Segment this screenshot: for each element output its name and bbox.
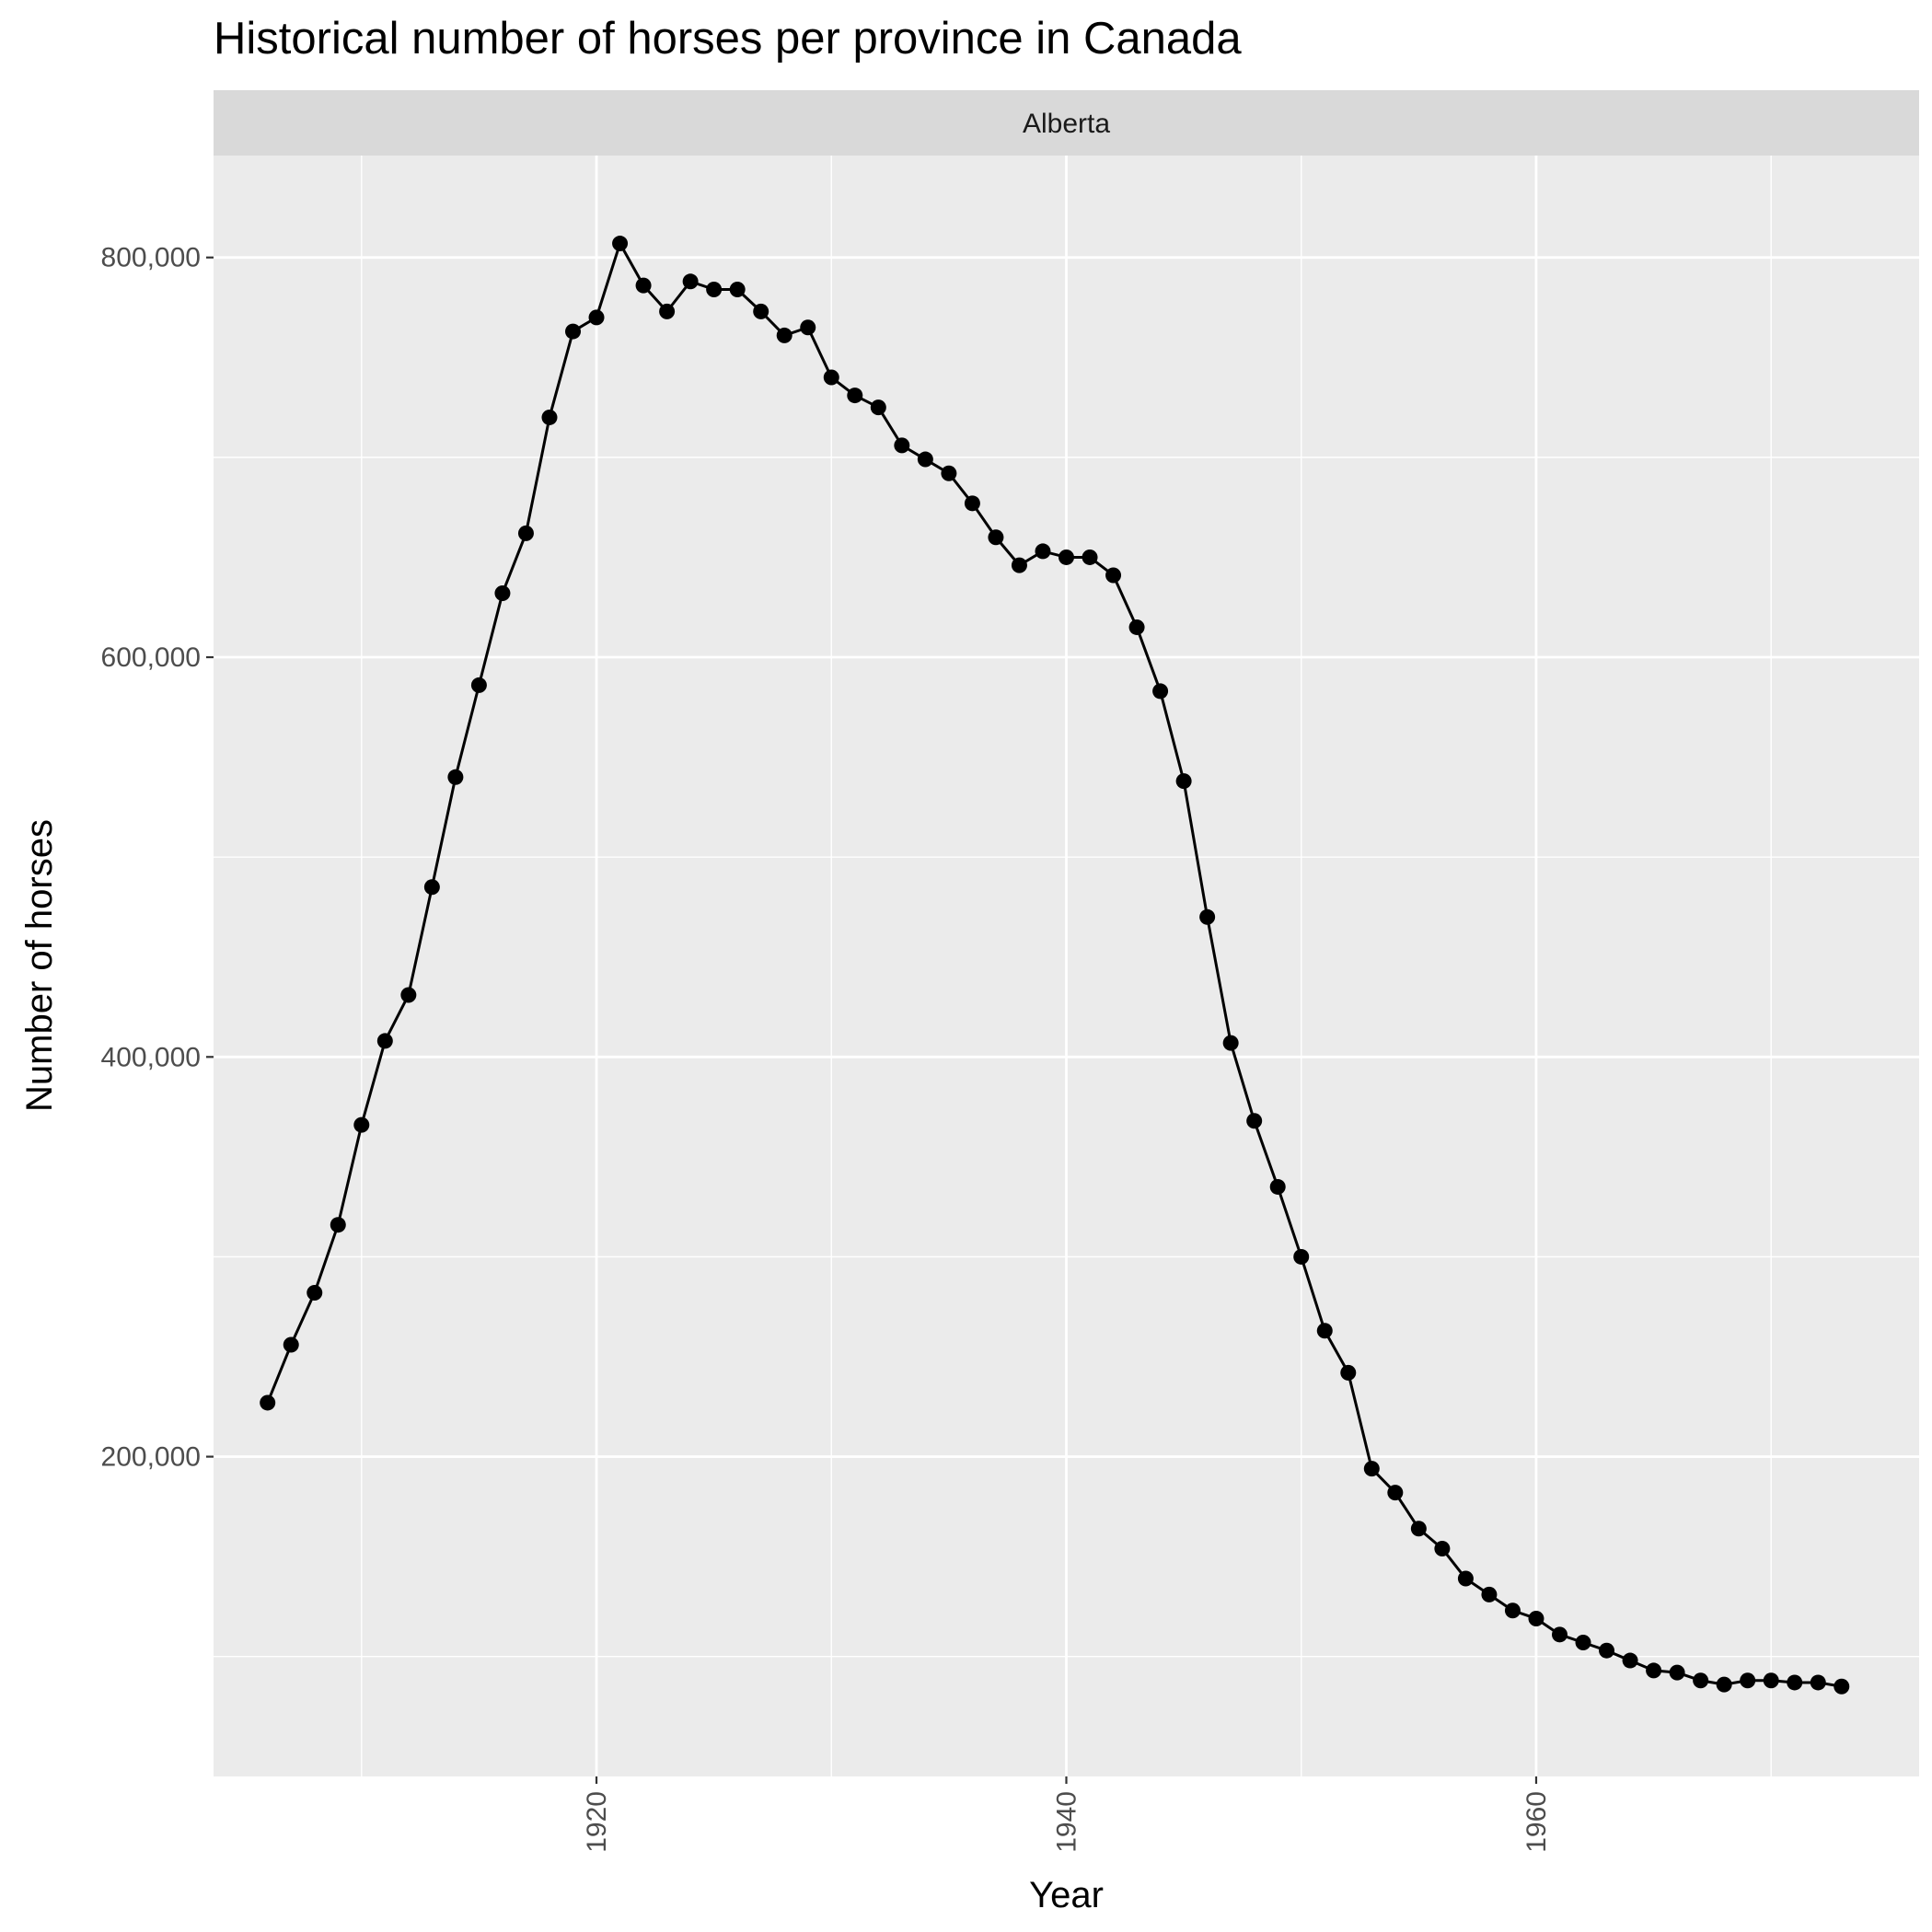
data-point: [1035, 543, 1051, 560]
data-point: [635, 277, 652, 294]
data-point: [964, 495, 980, 512]
data-point: [1222, 1035, 1239, 1051]
data-point: [1363, 1461, 1380, 1477]
facet-label: Alberta: [1023, 109, 1110, 139]
data-point: [823, 369, 839, 386]
data-point: [1293, 1248, 1310, 1265]
data-point: [612, 236, 629, 252]
data-point: [1575, 1635, 1591, 1651]
x-tick-label: 1960: [1521, 1791, 1552, 1853]
facet-strip: [214, 90, 1919, 156]
data-point: [283, 1336, 299, 1353]
data-point: [988, 529, 1004, 546]
data-point: [517, 525, 534, 541]
data-point: [941, 465, 957, 481]
data-point: [1693, 1672, 1709, 1689]
x-tick-label: 1940: [1052, 1791, 1082, 1853]
data-point: [376, 1033, 393, 1049]
data-point: [1669, 1664, 1685, 1681]
data-point: [682, 273, 699, 290]
data-point: [706, 281, 723, 297]
data-point: [1504, 1602, 1521, 1619]
data-point: [1457, 1570, 1474, 1587]
data-point: [1763, 1672, 1779, 1689]
data-point: [659, 303, 676, 319]
data-point: [447, 769, 464, 785]
data-point: [1011, 557, 1027, 573]
data-point: [470, 677, 487, 693]
data-point: [753, 303, 769, 319]
data-point: [1834, 1678, 1850, 1695]
data-point: [1434, 1540, 1451, 1556]
data-point: [565, 323, 582, 340]
data-point: [917, 451, 933, 468]
x-tick-label: 1920: [582, 1791, 612, 1853]
data-point: [1059, 549, 1074, 565]
data-point: [1599, 1642, 1615, 1659]
data-point: [1316, 1323, 1333, 1339]
data-point: [1152, 683, 1169, 700]
data-point: [494, 585, 511, 602]
y-tick-label: 200,000: [101, 1442, 201, 1473]
data-point: [353, 1116, 370, 1133]
data-point: [1128, 619, 1145, 635]
data-point: [1528, 1610, 1544, 1626]
y-axis: 200,000 400,000 600,000 800,000: [101, 243, 214, 1473]
y-tick-label: 800,000: [101, 243, 201, 273]
data-point: [588, 309, 605, 326]
y-tick-label: 400,000: [101, 1042, 201, 1072]
x-axis-label: Year: [1029, 1875, 1104, 1915]
data-point: [541, 409, 558, 425]
data-point: [800, 319, 816, 336]
data-point: [870, 399, 886, 416]
data-point: [1810, 1674, 1826, 1691]
data-point: [894, 437, 910, 454]
data-point: [1787, 1674, 1803, 1691]
x-axis: 1920 1940 1960: [582, 1776, 1552, 1853]
data-point: [1551, 1626, 1568, 1643]
data-point: [1340, 1364, 1357, 1381]
data-point: [1410, 1521, 1427, 1537]
data-point: [1716, 1676, 1732, 1693]
data-point: [776, 327, 792, 343]
data-point: [307, 1285, 323, 1301]
y-axis-label: Number of horses: [19, 819, 60, 1112]
y-tick-label: 600,000: [101, 642, 201, 673]
data-point: [1199, 908, 1216, 925]
data-point: [1622, 1652, 1638, 1669]
data-point: [400, 987, 417, 1003]
gridlines: [214, 156, 1919, 1776]
data-point: [1269, 1178, 1286, 1195]
data-point: [1082, 549, 1098, 565]
data-marks: [260, 236, 1850, 1695]
data-point: [1481, 1586, 1498, 1602]
data-point: [1387, 1485, 1404, 1501]
data-point: [260, 1394, 276, 1411]
chart-title: Historical number of horses per province…: [214, 14, 1242, 64]
data-point: [847, 388, 863, 404]
data-point: [1175, 773, 1192, 790]
data-point: [729, 281, 746, 297]
data-point: [423, 879, 440, 896]
data-point: [1246, 1113, 1263, 1129]
data-point: [1740, 1672, 1756, 1689]
data-point: [1105, 567, 1122, 584]
data-point: [330, 1217, 346, 1233]
data-point: [1646, 1662, 1662, 1679]
